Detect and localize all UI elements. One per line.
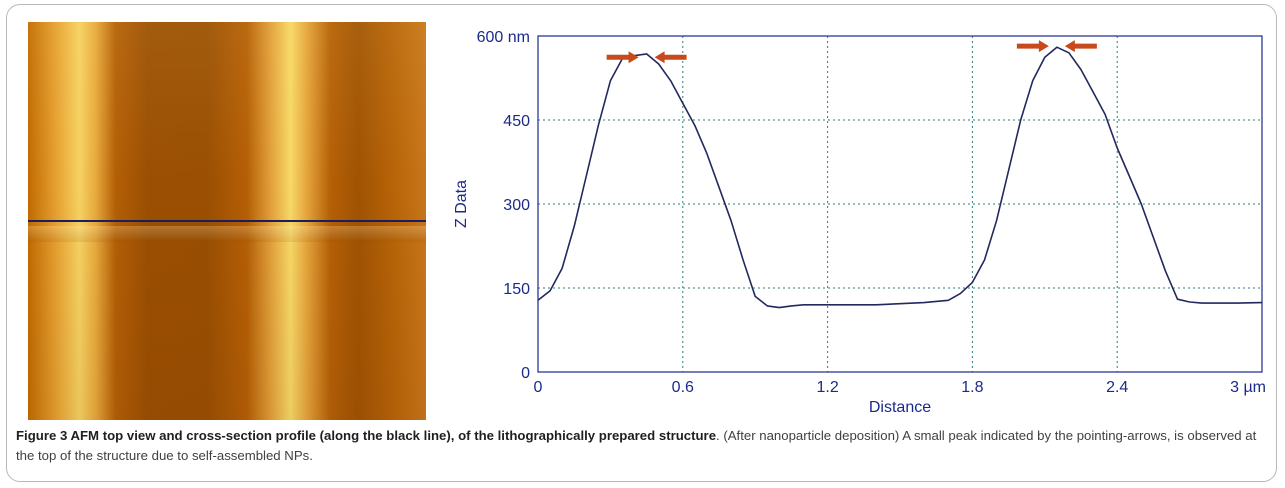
x-tick-label: 1.2 <box>816 379 838 396</box>
afm-scan-artifact <box>28 226 426 242</box>
y-axis-label: Z Data <box>453 180 470 228</box>
peak-arrowhead-left <box>628 51 639 64</box>
x-tick-label: 0.6 <box>672 379 694 396</box>
caption-title: Figure 3 AFM top view and cross-section … <box>16 428 717 443</box>
y-tick-label: 450 <box>503 113 530 130</box>
figure-caption: Figure 3 AFM top view and cross-section … <box>16 426 1268 466</box>
y-tick-label: 300 <box>503 197 530 214</box>
peak-arrowhead-right <box>654 51 665 64</box>
caption-body: . (After nanoparticle deposition) A smal… <box>16 428 1257 463</box>
y-tick-label: 0 <box>521 365 530 382</box>
x-tick-label: 0 <box>534 379 543 396</box>
x-tick-label: 1.8 <box>961 379 983 396</box>
y-tick-label: 150 <box>503 281 530 298</box>
peak-arrowhead-left <box>1038 40 1049 53</box>
profile-line <box>537 46 1263 309</box>
x-tick-label: 3 µm <box>1230 379 1266 396</box>
peak-arrowhead-right <box>1064 40 1075 53</box>
afm-top-view-image <box>28 22 426 420</box>
plot-frame <box>537 35 1263 373</box>
x-tick-label: 2.4 <box>1106 379 1128 396</box>
x-axis-label: Distance <box>869 399 931 416</box>
cross-section-profile-chart: 0 150 300 450 600 nm 0 0.6 1.2 1.8 2.4 3 µm Distanc… <box>453 29 1266 416</box>
cross-section-line <box>28 220 426 222</box>
y-tick-label: 600 nm <box>477 29 530 46</box>
